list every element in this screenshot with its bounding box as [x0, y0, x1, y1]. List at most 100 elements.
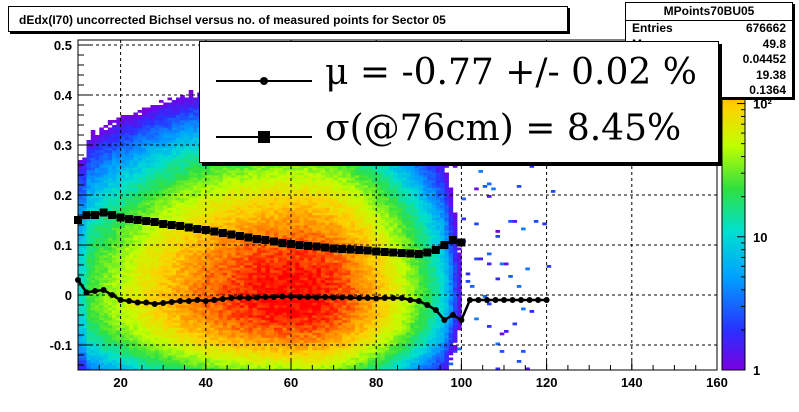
heat-cell [112, 155, 117, 158]
heat-cell [273, 290, 279, 293]
heat-cell [184, 125, 190, 128]
heat-cell [120, 205, 126, 208]
heat-cell [222, 342, 228, 346]
heat-cell [184, 362, 190, 366]
heat-cell [214, 175, 219, 178]
heat-cell [273, 177, 279, 181]
heat-cell [239, 257, 245, 261]
heat-cell [90, 297, 96, 301]
heat-cell [120, 120, 126, 123]
heat-cell [256, 367, 262, 371]
heat-cell [180, 135, 185, 138]
heat-cell [265, 285, 270, 288]
heat-cell [171, 165, 177, 168]
heat-cell [124, 325, 130, 328]
heat-cell [150, 187, 155, 191]
heat-cell [231, 200, 236, 203]
heat-cell [265, 312, 270, 316]
heat-cell [218, 212, 224, 216]
heat-cell [78, 177, 83, 181]
heat-cell [252, 367, 258, 371]
heat-cell [273, 347, 279, 351]
heat-cell [107, 142, 113, 146]
heat-cell [171, 155, 177, 158]
heat-cell [163, 147, 168, 151]
heat-cell [214, 305, 219, 308]
heat-cell [124, 332, 130, 336]
heat-cell [269, 320, 275, 323]
heat-cell [265, 320, 270, 323]
heat-cell [180, 352, 185, 356]
heat-cell [235, 172, 241, 176]
heat-cell [180, 275, 185, 278]
heat-cell [124, 145, 130, 148]
heat-cell [167, 180, 173, 183]
heat-cell [197, 192, 202, 196]
heat-cell [86, 195, 92, 198]
heat-cell [244, 327, 249, 331]
heat-cell [231, 175, 236, 178]
heat-cell [86, 295, 92, 298]
heat-cell [235, 190, 241, 193]
heat-cell [248, 310, 253, 313]
heat-cell [112, 237, 117, 241]
heat-cell [163, 247, 168, 251]
heat-cell [269, 197, 275, 201]
heat-cell [90, 242, 96, 246]
heat-cell [124, 175, 130, 178]
heat-cell [184, 100, 190, 103]
heat-cell [239, 280, 245, 283]
heat-cell [201, 340, 207, 343]
heat-cell [248, 357, 253, 361]
heat-cell [265, 205, 270, 208]
heat-cell [261, 292, 266, 296]
heat-cell [99, 357, 104, 361]
heat-cell [141, 342, 147, 346]
heat-cell [95, 172, 100, 176]
heat-cell [99, 162, 104, 166]
heat-cell [167, 240, 173, 243]
heat-cell [146, 107, 151, 111]
heat-cell [184, 347, 190, 351]
heat-cell [252, 270, 258, 273]
heat-cell [244, 332, 249, 336]
heat-cell [158, 160, 164, 163]
heat-cell [120, 245, 126, 248]
heat-cell [235, 340, 241, 343]
heat-cell [175, 362, 181, 366]
heat-cell [163, 182, 168, 186]
heat-cell [95, 252, 100, 256]
heat-cell [116, 187, 121, 191]
heat-cell [239, 217, 245, 221]
heat-cell [175, 160, 181, 163]
heat-cell [107, 240, 113, 243]
heat-cell [261, 327, 266, 331]
heat-cell [222, 205, 228, 208]
heat-cell [235, 262, 241, 266]
heat-cell [95, 195, 100, 198]
heat-cell [146, 115, 151, 118]
heat-cell [171, 257, 177, 261]
heat-cell [90, 130, 96, 133]
heat-cell [116, 290, 121, 293]
heat-cell [137, 187, 143, 191]
heat-cell [107, 280, 113, 283]
heat-cell [184, 122, 190, 126]
heat-cell [265, 292, 270, 296]
heat-cell [184, 220, 190, 223]
heat-cell [218, 267, 224, 271]
heat-cell [129, 232, 134, 236]
heat-cell [90, 347, 96, 351]
heat-cell [171, 157, 177, 161]
heat-cell [205, 247, 211, 251]
heat-cell [261, 332, 266, 336]
heat-cell [273, 190, 279, 193]
heat-cell [78, 265, 83, 268]
heat-cell [171, 240, 177, 243]
heat-cell [244, 200, 249, 203]
heat-cell [201, 335, 207, 338]
heat-cell [210, 252, 215, 256]
heat-cell [231, 182, 236, 186]
heat-cell [90, 247, 96, 251]
heat-cell [112, 285, 117, 288]
